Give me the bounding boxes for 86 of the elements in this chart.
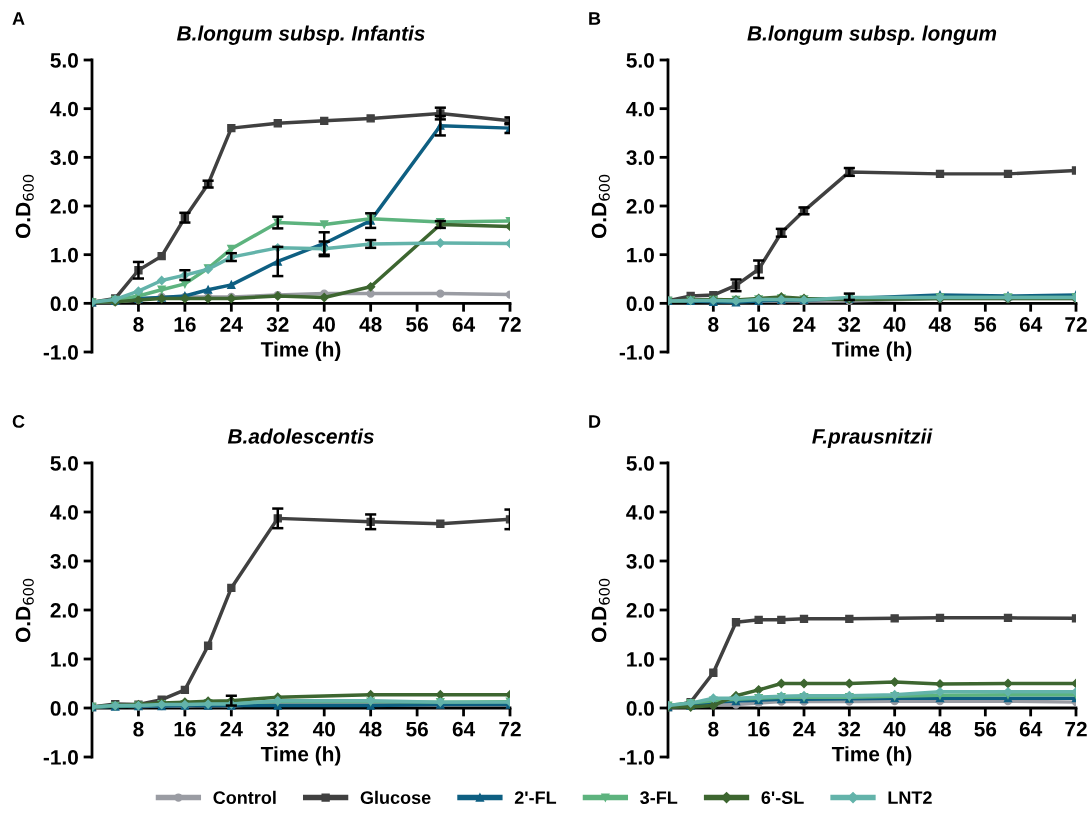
y-tick-label: 5.0 xyxy=(50,53,78,68)
text: D xyxy=(589,415,601,428)
y-tick-label: -1.0 xyxy=(43,345,78,360)
text: C xyxy=(12,415,25,428)
y-tick-label: 0.0 xyxy=(626,701,654,716)
x-tick-label: 72 xyxy=(499,317,521,332)
y-tick-label: 2.0 xyxy=(626,603,654,618)
x-tick-label: 48 xyxy=(928,721,951,737)
x-tick-label: 40 xyxy=(883,317,906,332)
x-tick-label: 16 xyxy=(174,317,196,332)
y-axis-title: O.D$_{600}$ xyxy=(591,174,610,239)
x-axis-title: Time (h) xyxy=(260,341,341,361)
x-tick-label: 8 xyxy=(708,317,719,332)
x-tick-label: 16 xyxy=(748,317,770,332)
x-tick-label: 24 xyxy=(793,317,816,332)
x-tick-label: 48 xyxy=(928,317,951,332)
y-tick-label: 5.0 xyxy=(626,53,654,68)
y-tick-label: 3.0 xyxy=(50,554,78,569)
y-tick-label: 3.0 xyxy=(626,150,654,166)
x-tick-label: 48 xyxy=(359,721,382,737)
y-tick-label: 4.0 xyxy=(50,101,78,117)
y-tick-label: 0.0 xyxy=(50,701,78,716)
x-tick-label: 24 xyxy=(793,721,816,737)
y-tick-label: 0.0 xyxy=(626,296,654,312)
y-axis-title: O.D$_{600}$ xyxy=(591,578,610,643)
x-tick-label: 48 xyxy=(359,317,382,332)
y-tick-label: 0.0 xyxy=(50,296,78,312)
x-tick-label: 64 xyxy=(1019,317,1043,332)
y-tick-label: 1.0 xyxy=(627,652,654,667)
x-tick-label: 64 xyxy=(452,317,476,332)
chart-title: F.prausnitzii xyxy=(812,428,933,448)
y-axis-title: O.D$_{600}$ xyxy=(15,174,34,239)
x-tick-label: 16 xyxy=(748,721,770,737)
y-tick-label: 5.0 xyxy=(50,456,78,471)
y-tick-label: 5.0 xyxy=(626,456,654,471)
legend-label: 2'-FL xyxy=(514,791,557,804)
x-tick-label: 32 xyxy=(838,317,861,332)
text: B xyxy=(589,12,601,25)
chart-title: B.adolescentis xyxy=(227,428,374,444)
y-axis-title: O.D$_{600}$ xyxy=(15,578,34,643)
x-tick-label: 64 xyxy=(1019,721,1043,737)
y-tick-label: 4.0 xyxy=(50,505,78,520)
x-tick-label: 56 xyxy=(406,721,428,737)
x-tick-label: 24 xyxy=(220,317,243,332)
x-tick-label: 32 xyxy=(266,721,289,737)
x-tick-label: 64 xyxy=(452,721,476,737)
x-tick-label: 32 xyxy=(838,721,861,737)
y-tick-label: 3.0 xyxy=(626,554,654,569)
y-tick-label: 2.0 xyxy=(626,199,654,214)
x-axis-title: Time (h) xyxy=(831,341,912,361)
y-tick-label: -1.0 xyxy=(43,750,78,765)
x-tick-label: 72 xyxy=(499,721,521,737)
x-tick-label: 8 xyxy=(133,317,144,332)
x-tick-label: 32 xyxy=(266,317,289,332)
y-tick-label: 4.0 xyxy=(626,505,654,520)
y-tick-label: 4.0 xyxy=(626,101,654,117)
y-tick-label: 3.0 xyxy=(50,150,78,166)
x-axis-title: Time (h) xyxy=(260,746,341,766)
y-tick-label: 1.0 xyxy=(627,247,654,263)
text: A xyxy=(12,12,25,25)
legend-label: Control xyxy=(213,790,276,805)
x-tick-label: 72 xyxy=(1065,317,1087,332)
y-tick-label: -1.0 xyxy=(619,750,654,765)
x-tick-label: 56 xyxy=(974,317,997,332)
legend-label: Glucose xyxy=(360,790,431,805)
y-tick-label: 2.0 xyxy=(50,199,78,214)
y-tick-label: -1.0 xyxy=(619,345,654,360)
x-tick-label: 40 xyxy=(312,317,335,332)
legend-label: 6'-SL xyxy=(761,791,804,805)
x-tick-label: 56 xyxy=(974,721,997,737)
x-tick-label: 8 xyxy=(708,721,719,737)
chart-title: B.longum subsp. Infantis xyxy=(176,25,425,45)
x-tick-label: 16 xyxy=(174,721,196,737)
x-tick-label: 40 xyxy=(312,721,335,737)
legend-label: 3-FL xyxy=(640,791,678,805)
x-tick-label: 40 xyxy=(883,721,906,737)
x-tick-label: 8 xyxy=(133,721,144,737)
y-tick-label: 1.0 xyxy=(51,652,78,667)
x-tick-label: 24 xyxy=(220,721,243,737)
y-tick-label: 2.0 xyxy=(50,603,78,618)
legend-label: LNT2 xyxy=(888,791,932,804)
x-tick-label: 56 xyxy=(406,317,428,332)
x-axis-title: Time (h) xyxy=(831,746,912,766)
y-tick-label: 1.0 xyxy=(51,247,78,263)
chart-title: B.longum subsp. longum xyxy=(747,25,997,45)
x-tick-label: 72 xyxy=(1065,721,1087,737)
